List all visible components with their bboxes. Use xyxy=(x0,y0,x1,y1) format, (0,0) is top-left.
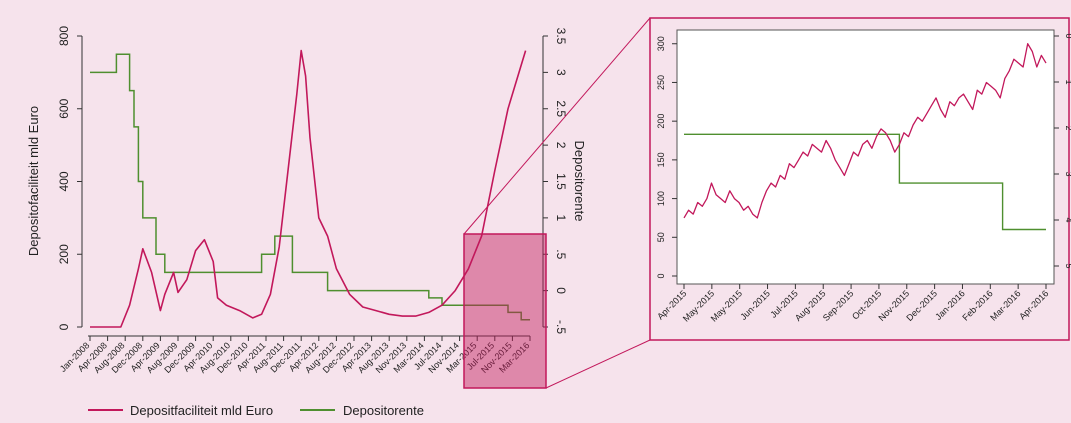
inset-y-tick-label: 50 xyxy=(656,232,666,242)
inset-y2-tick-label: 1 xyxy=(1064,79,1071,84)
zoom-selection-box xyxy=(463,233,547,389)
inset-x-tick-label: Jun-2015 xyxy=(738,288,772,322)
main-y2-tick-label: 1.5 xyxy=(554,173,568,190)
inset-x-tick-label: Mar-2016 xyxy=(988,288,1022,322)
inset-y2-tick-label: 3 xyxy=(1064,171,1071,176)
zoom-connector-bottom xyxy=(545,339,651,389)
main-series-depositorente xyxy=(90,53,530,321)
main-y2-tick-label: 3.5 xyxy=(554,28,568,45)
inset-y2-tick-label: 4 xyxy=(1064,217,1071,222)
main-y2-tick-label: 2.5 xyxy=(554,100,568,117)
main-y2-tick-label: 1 xyxy=(554,215,568,222)
inset-y2-tick-label: 2 xyxy=(1064,125,1071,130)
main-series-depositfaciliteit xyxy=(90,49,527,328)
main-y-tick-label: 600 xyxy=(57,98,71,118)
legend: Depositfaciliteit mld Euro Depositorente xyxy=(88,403,424,418)
inset-y-tick-label: 0 xyxy=(656,273,666,278)
inset-y-tick-label: 150 xyxy=(656,152,666,167)
inset-x-tick-label: Apr-2016 xyxy=(1017,288,1050,321)
main-y-axis-title: Depositofaciliteit mld Euro xyxy=(26,106,41,256)
inset-frame xyxy=(649,17,1070,341)
main-y2-tick-label: 0 xyxy=(554,287,568,294)
main-y2-tick-label: 2 xyxy=(554,142,568,149)
inset-series-depositfaciliteit xyxy=(683,43,1047,219)
main-y2-tick-label: -.5 xyxy=(554,320,568,334)
main-y-tick-label: 400 xyxy=(57,171,71,191)
inset-y-tick-label: 300 xyxy=(656,36,666,51)
main-y-tick-label: 0 xyxy=(57,323,71,330)
inset-y-tick-label: 100 xyxy=(656,191,666,206)
inset-x-tick-label: Sep-2015 xyxy=(821,288,856,323)
main-y2-tick-label: 3 xyxy=(554,69,568,76)
inset-plot-area xyxy=(676,29,1055,285)
legend-label-deposit: Depositfaciliteit mld Euro xyxy=(130,403,273,418)
inset-y-tick-label: 250 xyxy=(656,75,666,90)
inset-y2-tick-label: 0 xyxy=(1064,33,1071,38)
inset-x-tick-label: Dec-2015 xyxy=(904,288,939,323)
zoom-connector-top xyxy=(463,17,651,235)
main-y-tick-label: 800 xyxy=(57,26,71,46)
inset-y-tick-label: 200 xyxy=(656,114,666,129)
legend-label-rate: Depositorente xyxy=(343,403,424,418)
inset-y2-tick-label: 5 xyxy=(1064,263,1071,268)
inset-series-depositorente xyxy=(684,133,1046,231)
main-y2-axis-title: Depositorente xyxy=(572,141,587,222)
main-y2-tick-label: .5 xyxy=(554,249,568,259)
main-y-tick-label: 200 xyxy=(57,244,71,264)
